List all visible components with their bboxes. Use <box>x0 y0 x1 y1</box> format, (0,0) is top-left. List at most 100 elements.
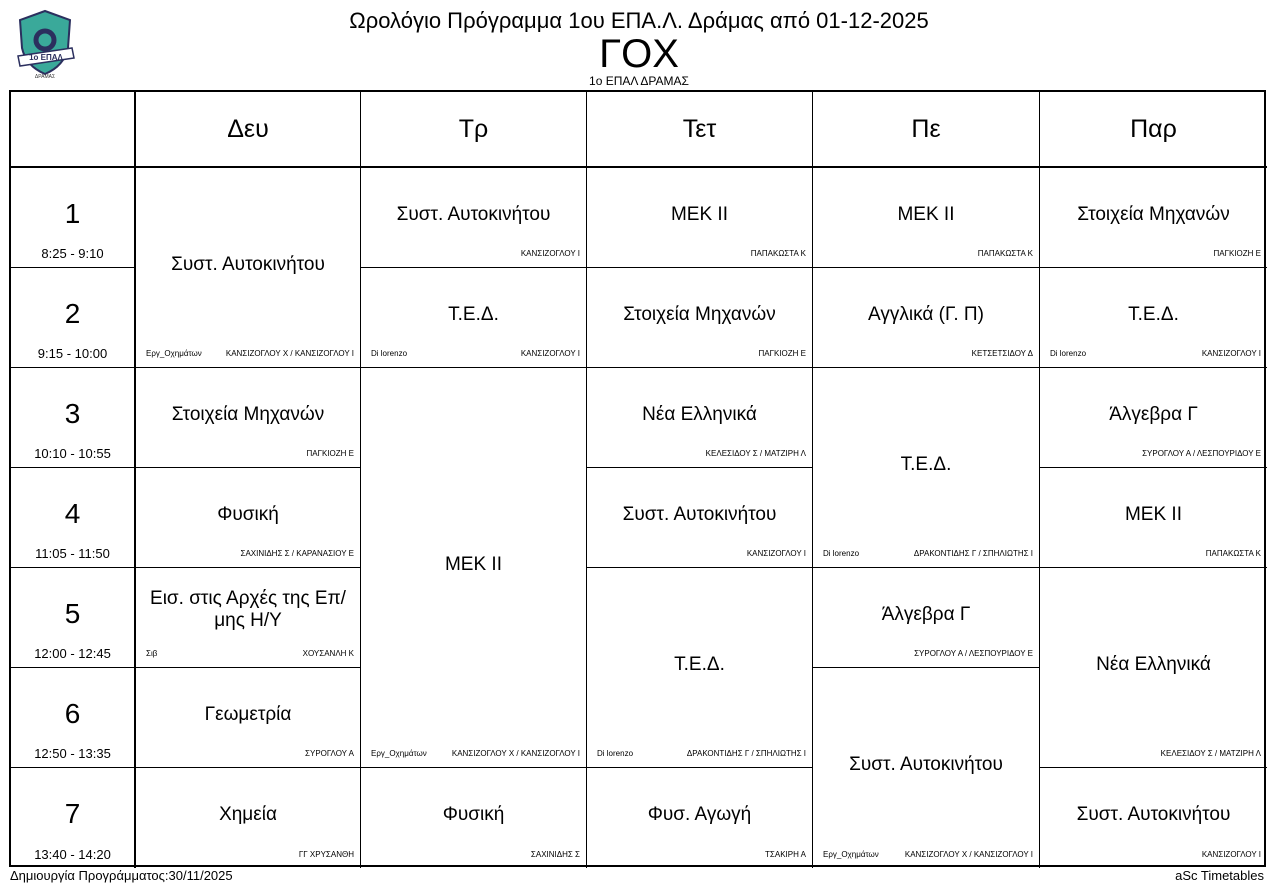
lesson-teacher: ΠΑΠΑΚΩΣΤΑ Κ <box>750 249 806 258</box>
lesson-subject: ΜΕΚ ΙΙ <box>670 204 728 225</box>
lesson-subject: Τ.Ε.Δ. <box>1128 304 1179 325</box>
period-time: 8:25 - 9:10 <box>41 246 104 261</box>
lesson-room: Εργ_Οχημάτων <box>146 349 202 358</box>
day-header: Τρ <box>361 92 587 168</box>
lesson-cell[interactable]: Τ.Ε.Δ. Di lorenzo ΔΡΑΚΟΝΤΙΔΗΣ Γ / ΣΠΗΛΙΩΤΗ… <box>587 568 813 768</box>
lesson-cell[interactable]: Εισ. στις Αρχές της Επ/μης Η/Υ Σιβ ΧΟΥΣΑΝΛ… <box>136 568 361 668</box>
brand-label: aSc Timetables <box>1175 868 1264 883</box>
period-cell: 2 9:15 - 10:00 <box>11 268 136 368</box>
svg-text:1ο ΕΠΑΛ: 1ο ΕΠΑΛ <box>29 53 63 62</box>
lesson-cell[interactable]: Νέα Ελληνικά ΚΕΛΕΣΙΔΟΥ Σ / ΜΑΤΖΙΡΗ Λ <box>587 368 813 468</box>
corner-cell <box>11 92 136 168</box>
lesson-subject: Συστ. Αυτοκινήτου <box>171 254 325 275</box>
lesson-cell[interactable]: Τ.Ε.Δ. Di lorenzo ΔΡΑΚΟΝΤΙΔΗΣ Γ / ΣΠΗΛΙΩΤΗ… <box>813 368 1040 568</box>
lesson-teacher: ΤΣΑΚΙΡΗ Α <box>765 850 806 859</box>
lesson-teacher: ΠΑΓΚΙΟΖΗ Ε <box>306 449 354 458</box>
lesson-teacher: ΣΥΡΟΓΛΟΥ Α / ΛΕΣΠΟΥΡΙΔΟΥ Ε <box>914 649 1033 658</box>
lesson-cell[interactable]: Στοιχεία Μηχανών ΠΑΓΚΙΟΖΗ Ε <box>1040 168 1267 268</box>
lesson-subject: Φυσ. Αγωγή <box>647 804 752 825</box>
lesson-cell[interactable]: ΜΕΚ ΙΙ ΠΑΠΑΚΩΣΤΑ Κ <box>1040 468 1267 568</box>
period-number: 5 <box>64 598 81 629</box>
period-time: 10:10 - 10:55 <box>34 446 111 461</box>
period-number: 4 <box>64 498 81 529</box>
lesson-cell[interactable]: ΜΕΚ ΙΙ ΠΑΠΑΚΩΣΤΑ Κ <box>587 168 813 268</box>
lesson-cell[interactable]: Τ.Ε.Δ. Di lorenzo ΚΑΝΣΙΖΟΓΛΟΥ Ι <box>1040 268 1267 368</box>
lesson-teacher: ΠΑΠΑΚΩΣΤΑ Κ <box>977 249 1033 258</box>
period-time: 13:40 - 14:20 <box>34 847 111 862</box>
lesson-subject: Συστ. Αυτοκινήτου <box>622 504 777 525</box>
timetable-grid: Δευ Τρ Τετ Πε Παρ 1 8:25 - 9:10 2 9:15 - 10:00 3 1… <box>9 90 1267 868</box>
lesson-subject: Φυσική <box>217 504 279 525</box>
lesson-cell[interactable]: Στοιχεία Μηχανών ΠΑΓΚΙΟΖΗ Ε <box>587 268 813 368</box>
day-header: Δευ <box>136 92 361 168</box>
lesson-cell[interactable]: Φυσική ΣΑΧΙΝΙΔΗΣ Σ / ΚΑΡΑΝΑΣΙΟΥ Ε <box>136 468 361 568</box>
lesson-subject: ΜΕΚ ΙΙ <box>897 204 955 225</box>
lesson-cell[interactable]: Γεωμετρία ΣΥΡΟΓΛΟΥ Α <box>136 668 361 768</box>
lesson-subject: ΜΕΚ ΙΙ <box>444 554 502 575</box>
lesson-subject: Νέα Ελληνικά <box>1096 654 1211 675</box>
lesson-teacher: ΠΑΠΑΚΩΣΤΑ Κ <box>1205 549 1261 558</box>
lesson-cell[interactable]: Συστ. Αυτοκινήτου Εργ_Οχημάτων ΚΑΝΣΙΖΟΓΛΟΥ… <box>136 168 361 368</box>
lesson-teacher: ΓΓ ΧΡΥΣΑΝΘΗ <box>298 850 354 859</box>
lesson-subject: Τ.Ε.Δ. <box>674 654 725 675</box>
period-time: 9:15 - 10:00 <box>37 346 108 361</box>
lesson-cell[interactable]: Άλγεβρα Γ ΣΥΡΟΓΛΟΥ Α / ΛΕΣΠΟΥΡΙΔΟΥ Ε <box>1040 368 1267 468</box>
lesson-teacher: ΣΑΧΙΝΙΔΗΣ Σ / ΚΑΡΑΝΑΣΙΟΥ Ε <box>240 549 355 558</box>
lesson-cell[interactable]: Αγγλικά (Γ. Π) ΚΕΤΣΕΤΣΙΔΟΥ Δ <box>813 268 1040 368</box>
lesson-cell[interactable]: Συστ. Αυτοκινήτου Εργ_Οχημάτων ΚΑΝΣΙΖΟΓΛΟΥ… <box>813 668 1040 868</box>
lesson-teacher: ΚΑΝΣΙΖΟΓΛΟΥ Ι <box>1201 850 1261 859</box>
lesson-subject: Στοιχεία Μηχανών <box>623 304 776 325</box>
lesson-cell[interactable]: Νέα Ελληνικά ΚΕΛΕΣΙΔΟΥ Σ / ΜΑΤΖΙΡΗ Λ <box>1040 568 1267 768</box>
lesson-subject: Εισ. στις Αρχές της Επ/μης Η/Υ <box>150 588 346 631</box>
lesson-teacher: ΚΑΝΣΙΖΟΓΛΟΥ Ι <box>520 249 580 258</box>
lesson-subject: Χημεία <box>219 804 277 825</box>
lesson-cell[interactable]: Φυσ. Αγωγή ΤΣΑΚΙΡΗ Α <box>587 768 813 868</box>
lesson-teacher: ΚΕΤΣΕΤΣΙΔΟΥ Δ <box>971 349 1033 358</box>
lesson-cell[interactable]: Συστ. Αυτοκινήτου ΚΑΝΣΙΖΟΓΛΟΥ Ι <box>587 468 813 568</box>
lesson-subject: Γεωμετρία <box>204 704 292 725</box>
lesson-cell[interactable]: Συστ. Αυτοκινήτου ΚΑΝΣΙΖΟΓΛΟΥ Ι <box>361 168 587 268</box>
period-cell: 1 8:25 - 9:10 <box>11 168 136 268</box>
lesson-subject: Τ.Ε.Δ. <box>448 304 499 325</box>
lesson-room: Di lorenzo <box>371 349 408 358</box>
lesson-subject: Άλγεβρα Γ <box>881 604 971 625</box>
period-cell: 6 12:50 - 13:35 <box>11 668 136 768</box>
school-name: 1ο ΕΠΑΛ ΔΡΑΜΑΣ <box>589 74 689 88</box>
period-time: 12:50 - 13:35 <box>34 746 111 761</box>
lesson-subject: ΜΕΚ ΙΙ <box>1124 504 1182 525</box>
lesson-room: Εργ_Οχημάτων <box>823 850 879 859</box>
lesson-room: Di lorenzo <box>1050 349 1087 358</box>
period-cell: 5 12:00 - 12:45 <box>11 568 136 668</box>
lesson-teacher: ΠΑΓΚΙΟΖΗ Ε <box>758 349 806 358</box>
lesson-cell[interactable]: Φυσική ΣΑΧΙΝΙΔΗΣ Σ <box>361 768 587 868</box>
day-header: Πε <box>813 92 1040 168</box>
lesson-cell[interactable]: Στοιχεία Μηχανών ΠΑΓΚΙΟΖΗ Ε <box>136 368 361 468</box>
period-number: 1 <box>64 198 81 229</box>
lesson-teacher: ΔΡΑΚΟΝΤΙΔΗΣ Γ / ΣΠΗΛΙΩΤΗΣ Ι <box>913 549 1033 558</box>
lesson-cell[interactable]: ΜΕΚ ΙΙ Εργ_Οχημάτων ΚΑΝΣΙΖΟΓΛΟΥ Χ / ΚΑΝΣΙΖ… <box>361 368 587 768</box>
lesson-cell[interactable]: Τ.Ε.Δ. Di lorenzo ΚΑΝΣΙΖΟΓΛΟΥ Ι <box>361 268 587 368</box>
lesson-teacher: ΔΡΑΚΟΝΤΙΔΗΣ Γ / ΣΠΗΛΙΩΤΗΣ Ι <box>686 749 806 758</box>
period-number: 3 <box>64 398 81 429</box>
lesson-room: Di lorenzo <box>597 749 634 758</box>
period-cell: 4 11:05 - 11:50 <box>11 468 136 568</box>
period-cell: 3 10:10 - 10:55 <box>11 368 136 468</box>
period-number: 6 <box>64 698 81 729</box>
lesson-teacher: ΠΑΓΚΙΟΖΗ Ε <box>1213 249 1261 258</box>
lesson-subject: Φυσική <box>442 804 505 825</box>
lesson-teacher: ΣΥΡΟΓΛΟΥ Α / ΛΕΣΠΟΥΡΙΔΟΥ Ε <box>1142 449 1261 458</box>
lesson-subject: Στοιχεία Μηχανών <box>171 404 325 425</box>
lesson-teacher: ΚΑΝΣΙΖΟΓΛΟΥ Χ / ΚΑΝΣΙΖΟΓΛΟΥ Ι <box>904 850 1033 859</box>
day-header: Παρ <box>1040 92 1267 168</box>
day-header: Τετ <box>587 92 813 168</box>
lesson-cell[interactable]: ΜΕΚ ΙΙ ΠΑΠΑΚΩΣΤΑ Κ <box>813 168 1040 268</box>
period-number: 2 <box>64 298 81 329</box>
lesson-cell[interactable]: Άλγεβρα Γ ΣΥΡΟΓΛΟΥ Α / ΛΕΣΠΟΥΡΙΔΟΥ Ε <box>813 568 1040 668</box>
lesson-subject: Συστ. Αυτοκινήτου <box>396 204 551 225</box>
period-cell: 7 13:40 - 14:20 <box>11 768 136 868</box>
lesson-teacher: ΧΟΥΣΑΝΛΗ Κ <box>302 649 354 658</box>
lesson-teacher: ΚΑΝΣΙΖΟΓΛΟΥ Ι <box>520 349 580 358</box>
lesson-cell[interactable]: Συστ. Αυτοκινήτου ΚΑΝΣΙΖΟΓΛΟΥ Ι <box>1040 768 1267 868</box>
lesson-cell[interactable]: Χημεία ΓΓ ΧΡΥΣΑΝΘΗ <box>136 768 361 868</box>
svg-text:ΔΡΑΜΑΣ: ΔΡΑΜΑΣ <box>35 74 55 80</box>
